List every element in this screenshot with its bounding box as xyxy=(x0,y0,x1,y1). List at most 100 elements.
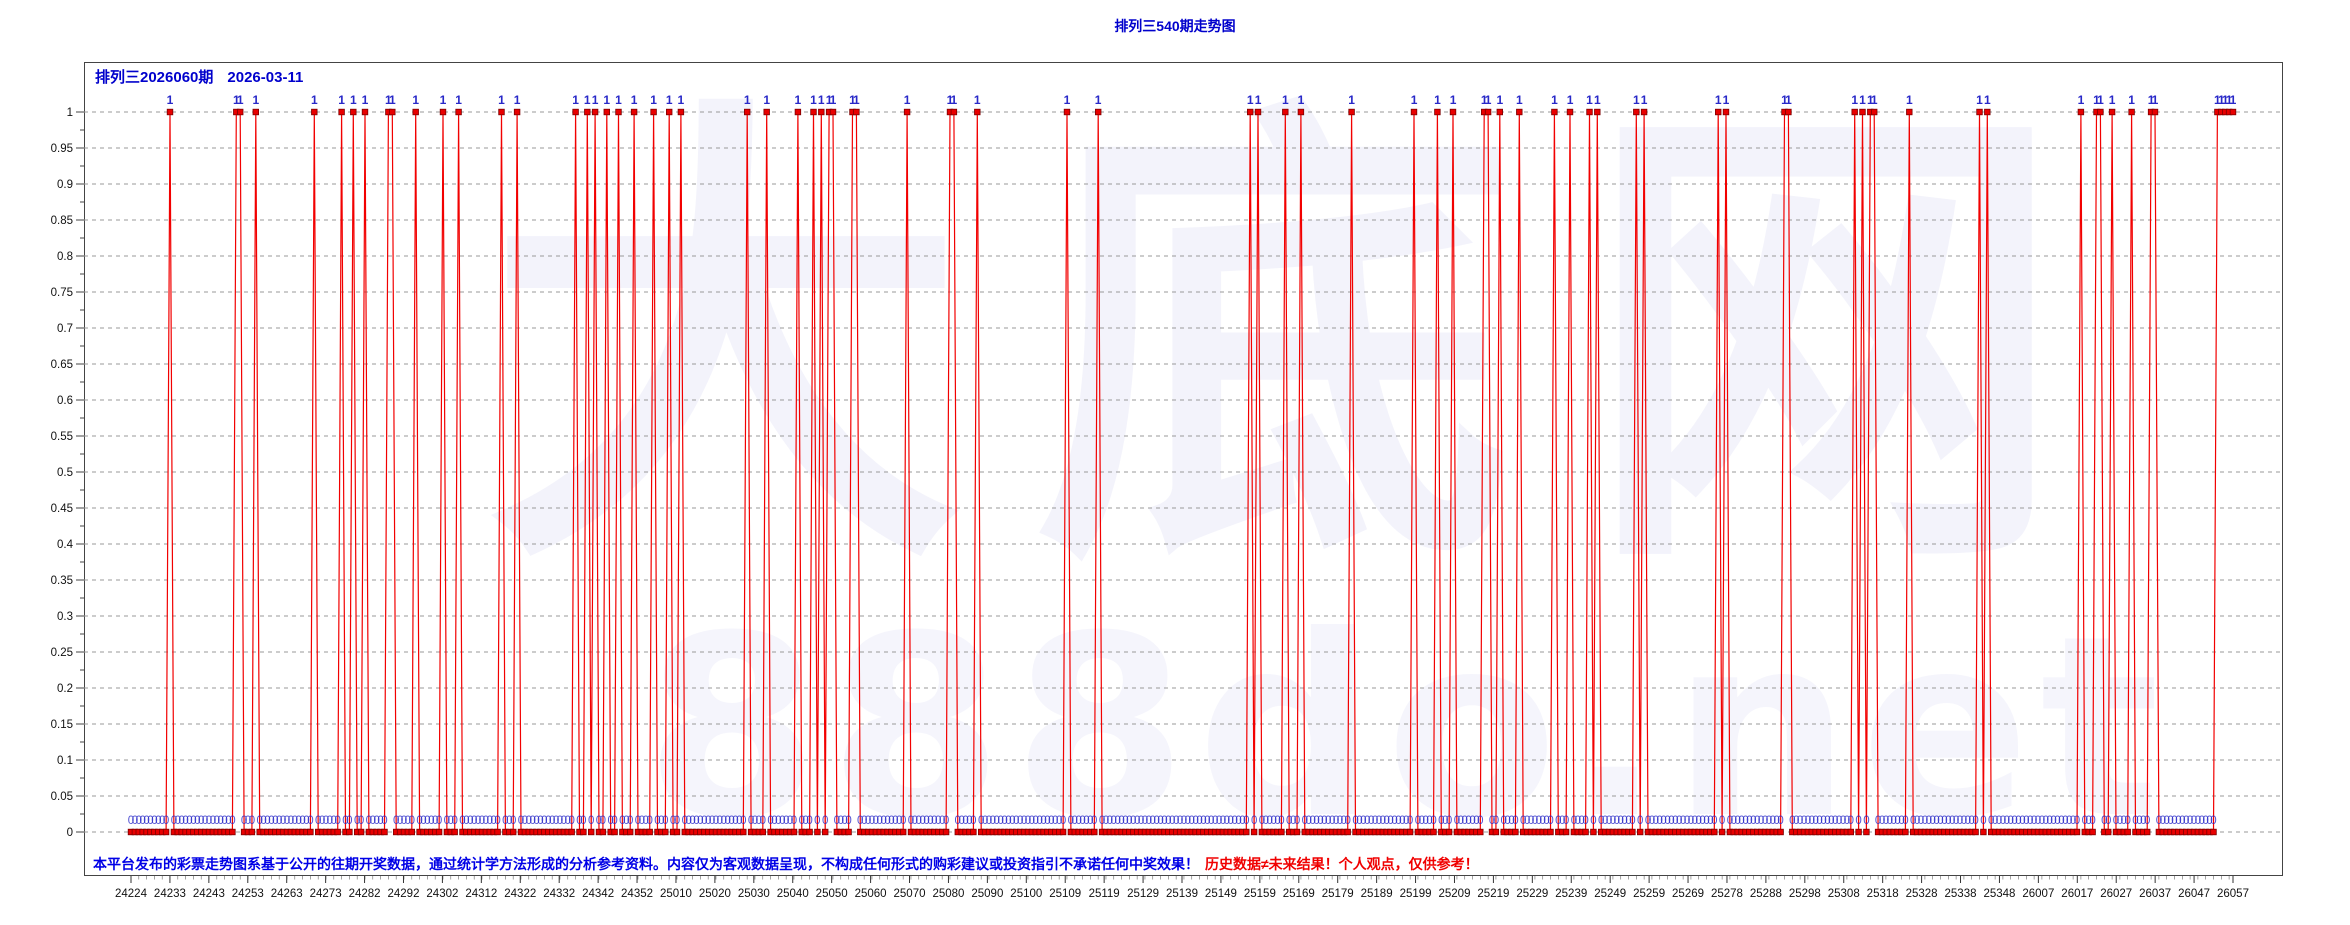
svg-text:1: 1 xyxy=(1485,93,1492,107)
svg-text:0: 0 xyxy=(342,815,348,827)
svg-text:0.2: 0.2 xyxy=(57,683,73,695)
svg-text:0: 0 xyxy=(1130,815,1136,827)
svg-text:0: 0 xyxy=(607,815,613,827)
svg-text:0: 0 xyxy=(1469,815,1475,827)
svg-text:0: 0 xyxy=(155,815,161,827)
svg-text:0: 0 xyxy=(194,815,200,827)
svg-text:0: 0 xyxy=(210,815,216,827)
svg-text:0: 0 xyxy=(1649,815,1655,827)
svg-text:0: 0 xyxy=(1512,815,1518,827)
svg-text:0: 0 xyxy=(1302,815,1308,827)
svg-text:0: 0 xyxy=(202,815,208,827)
svg-text:24312: 24312 xyxy=(465,888,497,900)
svg-text:1: 1 xyxy=(1906,93,1913,107)
svg-text:0: 0 xyxy=(565,815,571,827)
svg-text:0: 0 xyxy=(834,815,840,827)
svg-text:0: 0 xyxy=(159,815,165,827)
svg-text:0: 0 xyxy=(857,815,863,827)
svg-text:0: 0 xyxy=(1688,815,1694,827)
svg-text:1: 1 xyxy=(311,93,318,107)
svg-text:0: 0 xyxy=(654,815,660,827)
svg-text:0: 0 xyxy=(1458,815,1464,827)
svg-text:0: 0 xyxy=(1364,815,1370,827)
svg-text:0: 0 xyxy=(432,815,438,827)
svg-text:0: 0 xyxy=(1341,815,1347,827)
svg-text:24282: 24282 xyxy=(349,888,381,900)
svg-text:0: 0 xyxy=(1598,815,1604,827)
svg-text:25100: 25100 xyxy=(1010,888,1042,900)
svg-text:1: 1 xyxy=(1586,93,1593,107)
svg-text:0: 0 xyxy=(1380,815,1386,827)
svg-text:0: 0 xyxy=(662,815,668,827)
svg-text:0: 0 xyxy=(401,815,407,827)
point-markers xyxy=(127,108,2237,836)
svg-text:0: 0 xyxy=(1317,815,1323,827)
svg-text:0: 0 xyxy=(1750,815,1756,827)
svg-text:0.55: 0.55 xyxy=(51,431,73,443)
svg-text:0: 0 xyxy=(1949,815,1955,827)
svg-text:0: 0 xyxy=(736,815,742,827)
svg-text:0: 0 xyxy=(685,815,691,827)
svg-text:0: 0 xyxy=(2039,815,2045,827)
svg-text:25239: 25239 xyxy=(1555,888,1587,900)
svg-text:0: 0 xyxy=(880,815,886,827)
svg-text:0: 0 xyxy=(1052,815,1058,827)
svg-text:0: 0 xyxy=(2117,815,2123,827)
svg-text:25179: 25179 xyxy=(1322,888,1354,900)
svg-text:0.95: 0.95 xyxy=(51,143,73,155)
svg-text:0: 0 xyxy=(787,815,793,827)
svg-text:0.65: 0.65 xyxy=(51,359,73,371)
svg-text:0: 0 xyxy=(2043,815,2049,827)
svg-text:1: 1 xyxy=(951,93,958,107)
svg-text:0: 0 xyxy=(994,815,1000,827)
svg-text:0: 0 xyxy=(1048,815,1054,827)
svg-text:0: 0 xyxy=(927,815,933,827)
svg-text:0: 0 xyxy=(600,815,606,827)
svg-text:0: 0 xyxy=(163,815,169,827)
svg-text:0: 0 xyxy=(997,815,1003,827)
svg-text:1: 1 xyxy=(1348,93,1355,107)
svg-text:1: 1 xyxy=(650,93,657,107)
disclaimer-warning-text: 历史数据≠未来结果！个人观点，仅供参考！ xyxy=(1205,856,1479,872)
svg-text:1: 1 xyxy=(1633,93,1640,107)
svg-text:25269: 25269 xyxy=(1672,888,1704,900)
svg-text:0: 0 xyxy=(1879,815,1885,827)
svg-text:0: 0 xyxy=(2144,815,2150,827)
svg-text:1: 1 xyxy=(584,93,591,107)
svg-text:0: 0 xyxy=(280,815,286,827)
svg-text:0: 0 xyxy=(1508,815,1514,827)
svg-text:0: 0 xyxy=(373,815,379,827)
svg-text:0: 0 xyxy=(295,815,301,827)
svg-text:25020: 25020 xyxy=(699,888,731,900)
svg-text:0: 0 xyxy=(2086,815,2092,827)
svg-text:0: 0 xyxy=(1610,815,1616,827)
svg-text:1: 1 xyxy=(849,93,856,107)
issue-date: 2026-03-11 xyxy=(227,69,304,86)
svg-text:0: 0 xyxy=(272,815,278,827)
svg-text:25060: 25060 xyxy=(855,888,887,900)
svg-text:0: 0 xyxy=(1345,815,1351,827)
svg-text:0: 0 xyxy=(2195,815,2201,827)
svg-text:0: 0 xyxy=(658,815,664,827)
svg-text:1: 1 xyxy=(1247,93,1254,107)
svg-text:0: 0 xyxy=(1419,815,1425,827)
svg-text:0: 0 xyxy=(1957,815,1963,827)
svg-text:0: 0 xyxy=(900,815,906,827)
svg-text:0: 0 xyxy=(1060,815,1066,827)
svg-text:0: 0 xyxy=(1735,815,1741,827)
svg-text:0: 0 xyxy=(1083,815,1089,827)
svg-text:0: 0 xyxy=(1391,815,1397,827)
svg-text:1: 1 xyxy=(385,93,392,107)
svg-text:25139: 25139 xyxy=(1166,888,1198,900)
svg-text:25109: 25109 xyxy=(1049,888,1081,900)
svg-text:25328: 25328 xyxy=(1906,888,1938,900)
svg-text:0: 0 xyxy=(1021,815,1027,827)
svg-text:1: 1 xyxy=(1984,93,1991,107)
svg-text:0: 0 xyxy=(1680,815,1686,827)
svg-text:1: 1 xyxy=(67,107,73,119)
svg-text:0: 0 xyxy=(1142,815,1148,827)
svg-text:0: 0 xyxy=(171,815,177,827)
svg-text:0: 0 xyxy=(487,815,493,827)
svg-text:0: 0 xyxy=(1575,815,1581,827)
svg-text:0: 0 xyxy=(1337,815,1343,827)
